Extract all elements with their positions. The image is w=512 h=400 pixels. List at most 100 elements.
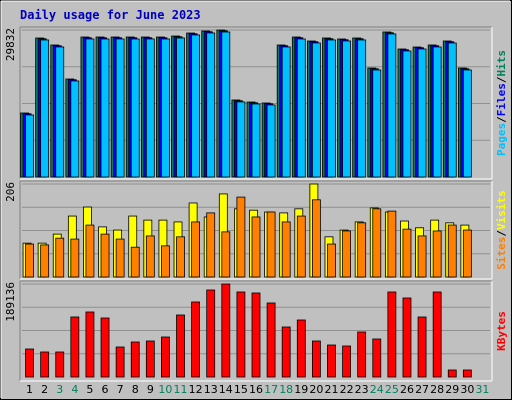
x-tick-label: 10 [158,383,172,396]
bar [176,236,185,278]
legend-entry: Files [495,83,508,116]
bar [432,230,442,278]
bar [191,301,201,378]
bar [115,38,125,178]
bar [281,46,291,178]
x-tick-label: 15 [234,383,248,396]
x-tick-label: 31 [475,383,489,396]
bar [342,345,351,378]
bar [40,244,50,278]
bar [357,222,367,278]
bar [40,351,50,378]
bar [387,33,397,178]
bar [130,246,140,278]
chart-title: Daily usage for June 2023 [20,8,201,22]
bar [115,238,125,278]
x-tick-label: 29 [445,383,459,396]
bar [357,39,367,178]
bar [206,212,216,278]
x-tick-label: 4 [71,383,78,396]
bar [266,211,276,278]
bar [296,319,306,378]
legend-separator: / [495,230,508,237]
bar [100,317,110,378]
bar [221,31,231,178]
bar [462,229,472,278]
bar [447,224,457,278]
bar [417,235,427,278]
legend: KBytes [495,311,508,351]
y-tick-label: 206 [4,182,17,202]
x-tick-label: 1 [26,383,33,396]
bar [130,341,140,378]
bar [70,238,80,278]
bar [432,46,442,178]
x-tick-label: 6 [102,383,109,396]
bar [130,38,140,178]
bar [251,103,261,178]
bar [296,215,306,278]
legend: Sites/Visits [495,190,508,270]
bar [206,32,216,178]
bar [100,233,110,278]
bar [311,199,321,278]
bar [236,291,246,378]
legend-separator: / [495,116,508,123]
x-tick-label: 25 [385,383,399,396]
bar [70,316,80,378]
x-tick-label: 21 [324,383,338,396]
legend: Pages/Files/Hits [495,50,508,156]
bar [417,48,427,178]
bar [251,216,261,278]
bar [311,340,321,378]
bar [327,344,336,378]
bar [100,38,110,178]
bar [342,230,351,278]
x-tick-label: 17 [264,383,278,396]
x-tick-label: 2 [41,383,48,396]
x-tick-label: 13 [204,383,218,396]
bar [327,243,336,278]
x-tick-label: 18 [279,383,293,396]
x-tick-label: 22 [340,383,354,396]
bar [402,228,412,278]
bar [266,302,276,378]
x-tick-label: 7 [117,383,124,396]
y-tick-label: 29832 [4,28,17,61]
bar [342,40,351,178]
bar [236,101,246,178]
bar [372,69,382,178]
bar [296,38,306,178]
bar [115,346,125,378]
legend-separator: / [495,76,508,83]
x-tick-label: 23 [355,383,369,396]
bar [176,314,185,378]
bar [417,316,427,378]
bar [387,210,397,278]
bar [281,221,291,278]
legend-entry: Hits [495,50,508,77]
bar [191,221,201,278]
bar [206,289,216,378]
x-tick-label: 27 [415,383,429,396]
bar [447,369,457,378]
bar [221,283,231,378]
bar [462,69,472,178]
bar [176,37,185,178]
x-tick-label: 30 [460,383,474,396]
x-tick-label: 5 [86,383,93,396]
bar [251,292,261,378]
bar [55,237,65,278]
bar [372,338,382,378]
bar [25,114,34,178]
x-tick-label: 8 [132,383,139,396]
legend-entry: Visits [495,190,508,230]
bar [161,336,170,378]
bar [145,38,155,178]
bar [55,46,65,178]
y-tick-label: 189136 [4,282,17,322]
bar [161,245,170,278]
bar [402,50,412,178]
bar [357,331,367,378]
